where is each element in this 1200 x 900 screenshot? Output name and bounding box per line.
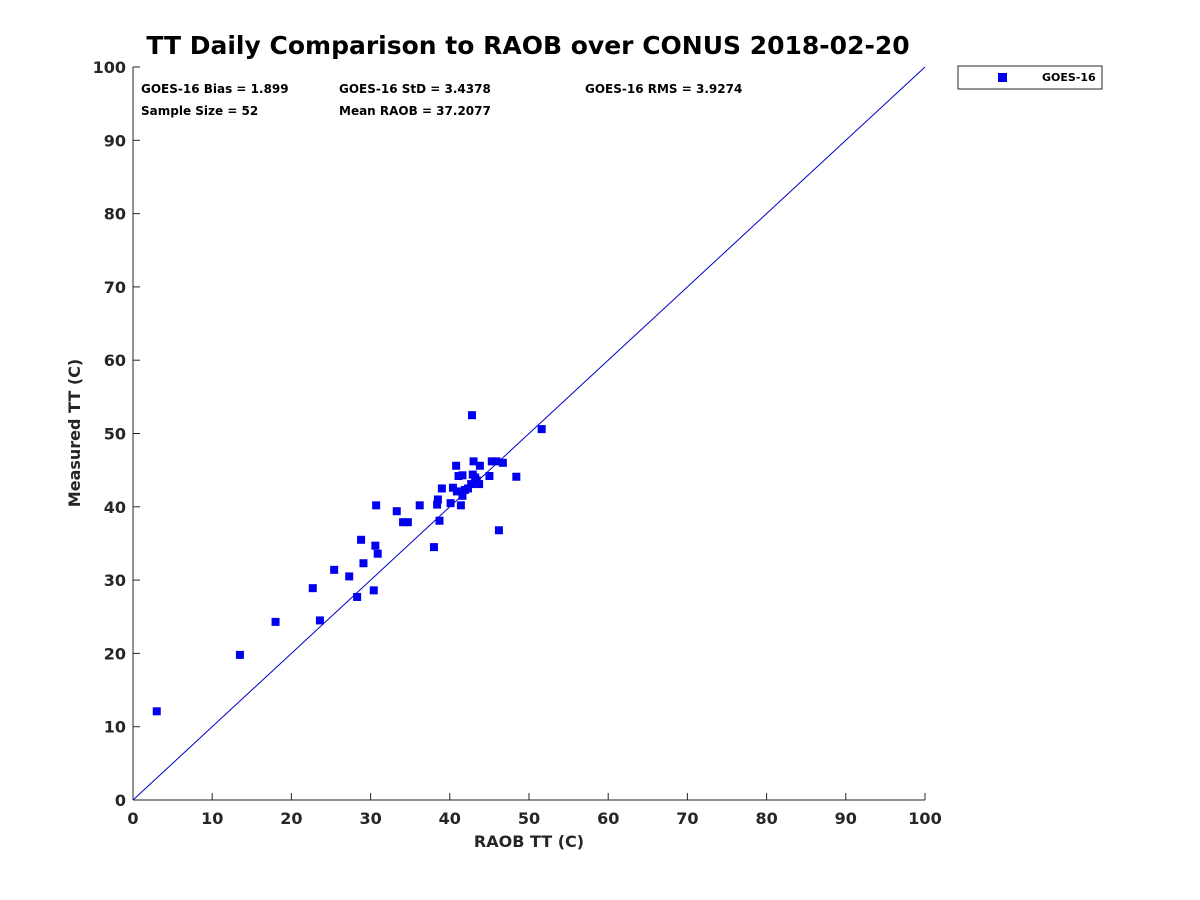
data-point xyxy=(308,584,317,593)
data-point xyxy=(152,707,161,716)
chart-title: TT Daily Comparison to RAOB over CONUS 2… xyxy=(146,31,909,60)
data-point xyxy=(458,471,467,480)
x-tick-label: 60 xyxy=(597,809,619,828)
data-point xyxy=(452,461,461,470)
x-tick-label: 10 xyxy=(201,809,223,828)
legend-label-goes-16: GOES-16 xyxy=(1042,71,1096,84)
y-tick-label: 50 xyxy=(104,425,126,444)
x-tick-label: 100 xyxy=(908,809,941,828)
y-tick-label: 20 xyxy=(104,644,126,663)
x-tick-label: 90 xyxy=(835,809,857,828)
data-point xyxy=(345,572,354,581)
x-tick-label: 30 xyxy=(359,809,381,828)
data-point xyxy=(452,487,461,496)
data-point xyxy=(433,495,442,504)
y-tick-label: 70 xyxy=(104,278,126,297)
x-tick-label: 70 xyxy=(676,809,698,828)
data-point xyxy=(353,592,362,601)
data-point xyxy=(494,526,503,535)
data-point xyxy=(512,472,521,481)
data-point xyxy=(235,650,244,659)
y-tick-label: 10 xyxy=(104,718,126,737)
stat-sample-size: Sample Size = 52 xyxy=(141,104,258,118)
x-tick-label: 0 xyxy=(127,809,138,828)
data-point xyxy=(469,457,478,466)
legend-box xyxy=(957,65,1103,90)
data-point xyxy=(435,516,444,525)
y-tick-label: 40 xyxy=(104,498,126,517)
stat-mean-raob: Mean RAOB = 37.2077 xyxy=(339,104,491,118)
data-point xyxy=(429,543,438,552)
data-point xyxy=(330,565,339,574)
data-point xyxy=(446,499,455,508)
data-point xyxy=(437,484,446,493)
data-point xyxy=(415,501,424,510)
stat-std: GOES-16 StD = 3.4378 xyxy=(339,82,491,96)
stat-bias: GOES-16 Bias = 1.899 xyxy=(141,82,289,96)
x-tick-label: 40 xyxy=(439,809,461,828)
x-axis-label: RAOB TT (C) xyxy=(474,832,584,851)
legend: GOES-16 xyxy=(957,65,1103,90)
data-point xyxy=(372,501,381,510)
data-point xyxy=(485,472,494,481)
data-point xyxy=(357,535,366,544)
y-tick-label: 30 xyxy=(104,571,126,590)
y-tick-label: 80 xyxy=(104,205,126,224)
x-tick-label: 20 xyxy=(280,809,302,828)
stats-panel: GOES-16 Bias = 1.899 GOES-16 StD = 3.437… xyxy=(141,82,742,118)
data-point xyxy=(315,616,324,625)
data-point xyxy=(467,480,476,489)
data-point xyxy=(537,425,546,434)
data-point xyxy=(433,500,442,509)
reference-line-1to1 xyxy=(132,66,926,801)
data-point xyxy=(498,458,507,467)
stat-rms: GOES-16 RMS = 3.9274 xyxy=(585,82,742,96)
data-point xyxy=(475,461,484,470)
data-point xyxy=(487,457,496,466)
data-point xyxy=(392,507,401,516)
data-point xyxy=(456,501,465,510)
data-point xyxy=(371,541,380,550)
data-point xyxy=(369,586,378,595)
legend-marker xyxy=(998,73,1007,82)
data-point xyxy=(373,549,382,558)
x-tick-label: 50 xyxy=(518,809,540,828)
y-tick-label: 60 xyxy=(104,351,126,370)
data-point xyxy=(403,518,412,527)
data-point xyxy=(475,480,484,489)
y-tick-label: 100 xyxy=(93,58,126,77)
data-point xyxy=(399,518,408,527)
y-tick-label: 90 xyxy=(104,131,126,150)
data-point xyxy=(492,457,501,466)
x-tick-label: 80 xyxy=(755,809,777,828)
y-tick-label: 0 xyxy=(115,791,126,810)
plot-area: 0 10 20 30 40 50 60 70 80 90 100 0 10 20 30 40 50 60 70 80 9… xyxy=(93,58,942,828)
data-point xyxy=(359,559,368,568)
data-point xyxy=(464,484,473,493)
data-point xyxy=(467,411,476,420)
y-axis-label: Measured TT (C) xyxy=(65,359,84,507)
data-point xyxy=(458,491,467,500)
data-point xyxy=(271,617,280,626)
